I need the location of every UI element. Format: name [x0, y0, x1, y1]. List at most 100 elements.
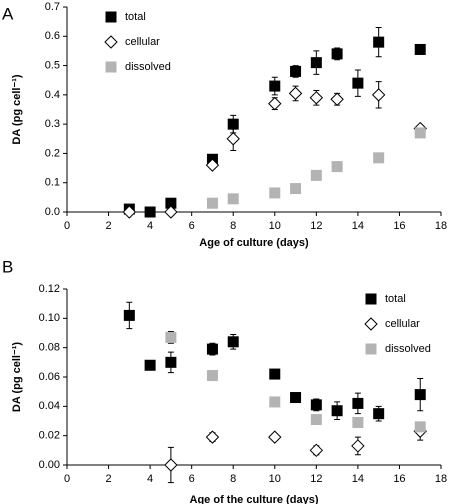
x-tick-label: 12	[310, 220, 322, 232]
y-tick-label: 0.08	[39, 342, 60, 354]
point	[309, 91, 324, 105]
legend-label: dissolved	[385, 343, 431, 355]
y-tick-label: 0.4	[45, 89, 60, 101]
panel-label: A	[2, 4, 14, 23]
point	[310, 57, 322, 69]
x-tick-label: 6	[189, 473, 195, 485]
point	[165, 197, 177, 209]
point	[290, 392, 302, 404]
point	[206, 370, 218, 382]
x-axis-title: Age of culture (days)	[199, 237, 309, 249]
point	[205, 430, 220, 444]
point	[206, 197, 218, 209]
point	[352, 77, 364, 89]
legend-marker	[104, 35, 118, 49]
x-tick-label: 18	[435, 473, 447, 485]
point	[310, 169, 322, 181]
point	[269, 80, 281, 92]
y-tick-label: 0.06	[39, 371, 60, 383]
point	[227, 336, 239, 348]
y-tick-label: 0.2	[45, 147, 60, 159]
y-tick-label: 0.6	[45, 30, 60, 42]
point	[164, 205, 178, 219]
point	[288, 86, 303, 101]
legend-marker	[105, 61, 117, 73]
point	[227, 193, 239, 205]
x-tick-label: 18	[435, 220, 447, 232]
point	[331, 161, 343, 173]
y-tick-label: 0.5	[45, 59, 60, 71]
legend-marker	[105, 11, 117, 23]
point	[122, 205, 137, 219]
y-tick-label: 0.0	[45, 206, 60, 218]
point	[414, 389, 426, 401]
point	[205, 158, 220, 172]
y-tick-label: 0.7	[45, 1, 60, 13]
point	[268, 96, 282, 111]
legend-label: total	[125, 11, 146, 23]
x-tick-label: 12	[310, 473, 322, 485]
point	[373, 152, 385, 164]
point	[227, 118, 239, 130]
y-tick-label: 0.3	[45, 118, 60, 130]
y-tick-label: 0.1	[45, 177, 60, 189]
y-tick-label: 0.00	[39, 459, 60, 471]
point	[164, 458, 178, 472]
y-tick-label: 0.12	[39, 283, 60, 295]
point	[226, 132, 240, 146]
point	[414, 421, 426, 433]
point	[268, 430, 282, 444]
x-tick-label: 0	[64, 473, 70, 485]
legend-marker	[364, 317, 378, 331]
x-axis-title: Age of the culture (days)	[190, 494, 319, 504]
x-tick-label: 4	[147, 220, 153, 232]
point	[290, 183, 302, 195]
panel-label: B	[2, 257, 13, 276]
point	[373, 36, 385, 48]
point	[371, 88, 386, 102]
y-tick-label: 0.02	[39, 430, 60, 442]
y-tick-label: 0.04	[39, 400, 60, 412]
x-tick-label: 2	[105, 473, 111, 485]
x-tick-label: 14	[352, 220, 364, 232]
legend-label: cellular	[385, 318, 420, 330]
point	[144, 359, 156, 371]
point	[352, 416, 364, 428]
x-tick-label: 0	[64, 220, 70, 232]
x-tick-label: 8	[230, 473, 236, 485]
x-tick-label: 16	[393, 473, 405, 485]
legend-marker	[365, 343, 377, 355]
point	[269, 187, 281, 199]
point	[269, 396, 281, 408]
x-tick-label: 4	[147, 473, 153, 485]
point	[414, 43, 426, 55]
point	[351, 439, 365, 453]
point	[309, 443, 324, 458]
point	[310, 414, 322, 426]
point	[206, 343, 218, 355]
point	[331, 48, 343, 60]
point	[290, 65, 302, 77]
point	[373, 408, 385, 420]
x-tick-label: 10	[269, 220, 281, 232]
legend-label: total	[385, 293, 406, 305]
point	[269, 368, 281, 380]
legend-label: cellular	[125, 36, 160, 48]
legend-marker	[365, 293, 377, 305]
point	[330, 92, 344, 106]
point	[331, 405, 343, 417]
point	[144, 206, 156, 218]
point	[310, 399, 322, 411]
point	[123, 309, 135, 321]
x-tick-label: 16	[393, 220, 405, 232]
y-tick-label: 0.10	[39, 312, 60, 324]
x-tick-label: 6	[189, 220, 195, 232]
y-axis-title: DA (pg cell⁻¹)	[11, 74, 23, 145]
legend-label: dissolved	[125, 61, 171, 73]
point	[165, 356, 177, 368]
y-axis-title: DA (pg cell⁻¹)	[11, 342, 23, 413]
x-tick-label: 10	[269, 473, 281, 485]
x-tick-label: 8	[230, 220, 236, 232]
x-tick-label: 14	[352, 473, 364, 485]
